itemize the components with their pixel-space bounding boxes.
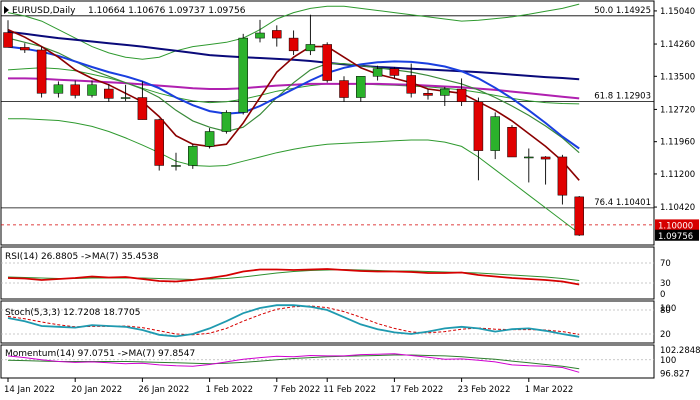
level-label-1: 61.8 1.12903 <box>594 92 651 102</box>
candle-body-1 <box>20 47 30 51</box>
ma-green-line <box>7 37 580 154</box>
candle-body-31 <box>524 156 534 159</box>
mom-tick-label-0: 102.2848 <box>660 346 700 356</box>
expand-triangle-icon <box>4 6 9 14</box>
candle-body-6 <box>104 88 114 99</box>
rsi-title: RSI(14) 26.8805 ->MA(7) 35.4538 <box>5 252 159 262</box>
momentum-title: Momentum(14) 97.0751 ->MA(7) 97.8547 <box>5 349 195 359</box>
stoch-extra-label: 100 <box>660 304 676 314</box>
symbol-label: EURUSD,Daily <box>12 6 76 16</box>
ma-blue-line <box>7 45 580 150</box>
stoch-title: Stoch(5,3,3) 12.7208 18.7705 <box>5 308 140 318</box>
stoch-panel-frame <box>0 300 655 344</box>
xtick-label-4: 7 Feb 2022 <box>273 385 321 395</box>
candle-body-19 <box>322 44 332 81</box>
candle-body-20 <box>339 80 349 98</box>
ma-dark-red-line <box>7 28 580 181</box>
candle-body-18 <box>305 44 316 52</box>
stoch-k-line <box>7 304 580 338</box>
candle-body-33 <box>557 156 568 196</box>
candle-body-9 <box>154 119 164 166</box>
momentum-ma-line <box>7 354 580 370</box>
xtick-label-3: 1 Feb 2022 <box>206 385 254 395</box>
price-tag-label-3: 1.10000 <box>658 221 693 231</box>
mom-tick-label-1: 100 <box>660 356 676 366</box>
candle-body-23 <box>389 68 400 76</box>
candle-body-29 <box>490 116 500 151</box>
xtick-label-8: 1 Mar 2022 <box>525 385 573 395</box>
main-ytick-label-0: 1.15040 <box>660 7 695 17</box>
ma-navy-line <box>7 30 580 81</box>
stoch-layer <box>1 304 654 338</box>
ohlc-label: 1.10664 1.10676 1.09737 1.09756 <box>88 6 246 16</box>
candle-body-3 <box>53 84 64 94</box>
candle-body-27 <box>456 88 467 103</box>
candle-body-10 <box>171 165 181 167</box>
momentum-layer <box>1 353 654 373</box>
xtick-label-7: 23 Feb 2022 <box>458 385 511 395</box>
candle-body-26 <box>440 88 450 96</box>
price-tag-label-4: 1.09756 <box>658 232 693 242</box>
candle-body-16 <box>272 30 282 39</box>
main-ytick-label-2: 1.13500 <box>660 72 695 82</box>
candle-body-28 <box>473 101 484 151</box>
candle-body-30 <box>507 126 517 158</box>
mom-tick-label-2: 96.827 <box>660 369 690 379</box>
candle-body-34 <box>574 196 584 236</box>
main-panel-frame <box>0 0 655 246</box>
main-ytick-label-1: 1.14260 <box>660 40 695 50</box>
price-tag-3 <box>655 219 699 231</box>
candle-body-4 <box>70 84 80 96</box>
main-ytick-label-4: 1.11960 <box>660 138 695 148</box>
candle-body-15 <box>255 32 265 39</box>
candle-body-14 <box>238 37 248 113</box>
price-tag-4 <box>655 229 699 241</box>
main-ytick-label-5: 1.11200 <box>660 170 695 180</box>
candle-body-13 <box>221 112 232 132</box>
xtick-label-6: 17 Feb 2022 <box>390 385 443 395</box>
symbol-header: EURUSD,Daily 1.10664 1.10676 1.09737 1.0… <box>4 6 246 16</box>
level-label-0: 50.0 1.14925 <box>594 6 651 16</box>
momentum-line <box>7 353 580 373</box>
candle-body-8 <box>137 97 148 120</box>
candle-body-25 <box>423 93 433 96</box>
candle-body-21 <box>356 76 366 98</box>
main-ytick-label-6: 1.10420 <box>660 203 695 213</box>
level-label-2: 76.4 1.10401 <box>594 198 651 208</box>
bollinger-upper-line <box>7 3 580 60</box>
stoch-tick-label-0: 80 <box>660 306 671 316</box>
candle-body-22 <box>372 68 383 77</box>
candle-body-32 <box>540 156 551 160</box>
candle-body-17 <box>288 37 299 52</box>
candle-body-2 <box>36 49 47 94</box>
rsi-tick-label-2: 0 <box>660 290 665 300</box>
rsi-panel-frame <box>0 246 655 300</box>
candle-body-7 <box>120 97 131 99</box>
stoch-tick-label-1: 20 <box>660 330 671 340</box>
xtick-label-2: 26 Jan 2022 <box>138 385 189 395</box>
candle-body-5 <box>87 84 97 96</box>
main-ytick-label-3: 1.12720 <box>660 105 695 115</box>
xtick-label-5: 11 Feb 2022 <box>323 385 376 395</box>
candle-body-0 <box>3 32 13 48</box>
rsi-tick-label-1: 30 <box>660 279 671 289</box>
candle-body-11 <box>188 146 198 166</box>
xtick-label-0: 14 Jan 2022 <box>4 385 55 395</box>
candle-body-12 <box>204 131 215 147</box>
xtick-label-1: 20 Jan 2022 <box>71 385 122 395</box>
rsi-tick-label-0: 70 <box>660 259 671 269</box>
bollinger-lower-line <box>8 118 580 234</box>
main-price-layer: 50.0 1.14925 61.8 1.12903 76.4 1.10401 <box>1 3 654 236</box>
rsi-layer <box>1 262 654 286</box>
candle-body-24 <box>406 75 416 94</box>
rsi-line <box>7 268 580 286</box>
